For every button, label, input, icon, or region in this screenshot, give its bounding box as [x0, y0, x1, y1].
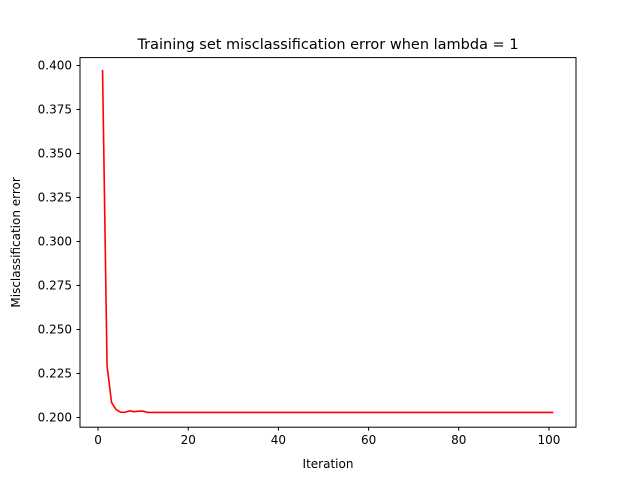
- x-tick-label: 20: [181, 433, 196, 447]
- x-tick-label: 100: [537, 433, 560, 447]
- x-tick-label: 60: [361, 433, 376, 447]
- x-tick-label: 40: [271, 433, 286, 447]
- chart-title: Training set misclassification error whe…: [136, 37, 518, 53]
- y-tick-label: 0.200: [38, 411, 72, 425]
- y-tick-label: 0.375: [38, 103, 72, 117]
- y-axis-ticks: 0.200 0.225 0.250 0.275 0.300 0.325 0.350 0.375…: [38, 59, 80, 425]
- series-line-0: [101, 69, 554, 414]
- y-axis-label: Misclassification error: [9, 177, 23, 307]
- y-tick-label: 0.300: [38, 235, 72, 249]
- y-tick-label: 0.350: [38, 147, 72, 161]
- y-tick-label: 0.400: [38, 59, 72, 73]
- plot-frame: [79, 57, 577, 428]
- x-axis-label: Iteration: [303, 457, 354, 471]
- y-tick-label: 0.225: [38, 367, 72, 381]
- y-tick-label: 0.275: [38, 279, 72, 293]
- y-tick-label: 0.250: [38, 323, 72, 337]
- x-tick-label: 80: [451, 433, 466, 447]
- plot-area: [80, 57, 576, 428]
- series-layer: [101, 69, 554, 414]
- x-tick-label: 0: [94, 433, 102, 447]
- y-tick-label: 0.325: [38, 191, 72, 205]
- x-axis-ticks: 0 20 40 60 80 100: [94, 427, 560, 447]
